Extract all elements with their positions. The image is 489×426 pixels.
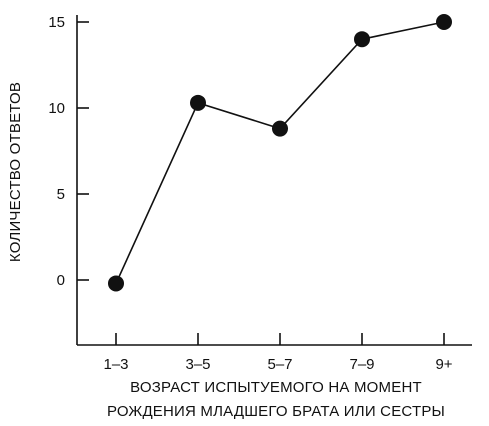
data-point [108, 275, 124, 292]
series-line [115, 21, 445, 284]
x-axis-title-line-1: ВОЗРАСТ ИСПЫТУЕМОГО НА МОМЕНТ [130, 379, 422, 396]
data-point [190, 94, 206, 111]
x-tick-label: 5–7 [267, 356, 292, 373]
x-axis-title-line-2: РОЖДЕНИЯ МЛАДШЕГО БРАТА ИЛИ СЕСТРЫ [107, 403, 445, 420]
y-axis-title: КОЛИЧЕСТВО ОТВЕТОВ [7, 82, 24, 262]
data-point [436, 14, 452, 30]
x-tick-label: 3–5 [185, 356, 210, 373]
data-points [108, 14, 452, 292]
y-tick-label: 15 [48, 14, 65, 31]
data-point [272, 120, 288, 137]
x-tick-label: 1–3 [103, 356, 128, 373]
x-tick-label: 9+ [435, 356, 452, 373]
y-tick-label: 0 [57, 272, 65, 289]
x-tick-label: 7–9 [349, 356, 374, 373]
x-ticks: 1–3 3–5 5–7 7–9 9+ [103, 333, 453, 373]
y-tick-label: 5 [57, 186, 65, 203]
y-tick-label: 10 [48, 100, 65, 117]
data-point [354, 31, 370, 48]
y-ticks: 0 5 10 15 [48, 14, 89, 289]
